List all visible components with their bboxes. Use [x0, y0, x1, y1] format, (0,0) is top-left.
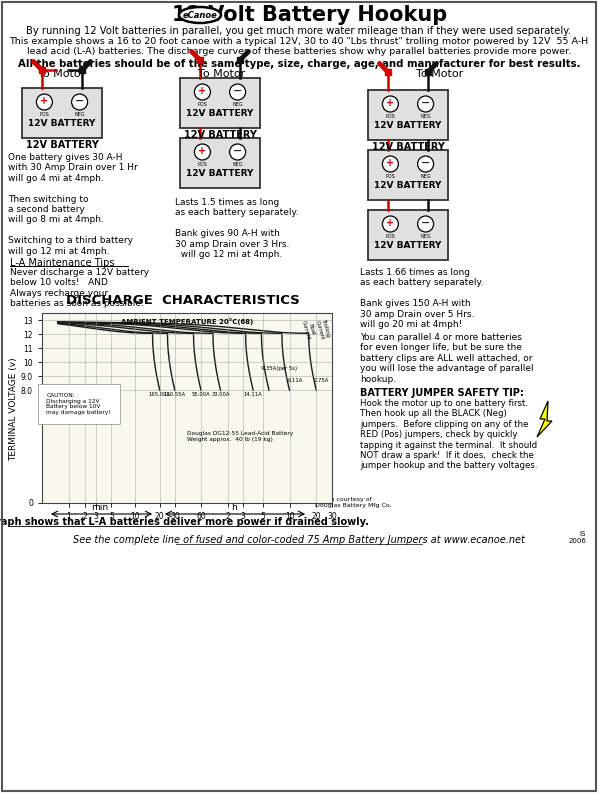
Circle shape [72, 94, 87, 110]
Text: 6.11A: 6.11A [288, 377, 303, 382]
Text: DISCHARGE  CHARACTERISTICS: DISCHARGE CHARACTERISTICS [66, 294, 300, 308]
Text: +: + [386, 98, 395, 108]
Text: −: − [421, 218, 430, 228]
Text: BATTERY JUMPER SAFETY TIP:: BATTERY JUMPER SAFETY TIP: [360, 388, 524, 398]
Circle shape [229, 84, 246, 100]
Text: To Motor: To Motor [198, 69, 246, 79]
Circle shape [382, 96, 398, 112]
Text: +: + [386, 158, 395, 168]
Text: +: + [386, 218, 395, 228]
Text: 12V BATTERY: 12V BATTERY [371, 142, 444, 152]
Text: POS: POS [198, 102, 207, 107]
Circle shape [382, 156, 398, 172]
Ellipse shape [179, 7, 221, 23]
Text: 12V BATTERY: 12V BATTERY [186, 170, 254, 178]
Text: This example shows a 16 to 20 foot canoe with a typical 12V, 30 to 40 "Lbs thrus: This example shows a 16 to 20 foot canoe… [10, 37, 589, 47]
Text: POS: POS [386, 174, 395, 179]
Circle shape [229, 144, 246, 160]
Text: −: − [233, 86, 242, 96]
Text: 12V BATTERY: 12V BATTERY [374, 242, 441, 251]
Text: AMBIENT TEMPERATURE 20°C(68): AMBIENT TEMPERATURE 20°C(68) [121, 318, 253, 324]
Circle shape [418, 156, 434, 172]
FancyBboxPatch shape [368, 210, 448, 260]
Text: −: − [421, 98, 430, 108]
Text: 33.00A: 33.00A [211, 392, 230, 396]
Text: NEG: NEG [232, 162, 243, 167]
Text: See the complete line of fused and color-coded 75 Amp Battery Jumpers at www.eca: See the complete line of fused and color… [73, 535, 525, 545]
Text: All the batteries should be of the same type, size, charge, age, and manufacture: All the batteries should be of the same … [18, 59, 580, 69]
Text: Trolling
Current: Trolling Current [315, 319, 331, 341]
Text: DISCHARGE  TIME: DISCHARGE TIME [126, 493, 244, 507]
Text: TERMINAL VOLTAGE (v): TERMINAL VOLTAGE (v) [10, 357, 19, 461]
Text: min: min [92, 503, 108, 512]
Text: 110.55A: 110.55A [164, 392, 186, 396]
Text: To Motor: To Motor [38, 69, 86, 79]
Text: One battery gives 30 A-H
with 30 Amp Drain over 1 Hr
will go 4 mi at 4mph.

Then: One battery gives 30 A-H with 30 Amp Dra… [8, 153, 138, 255]
Text: 55.00A: 55.00A [192, 392, 210, 396]
Text: 12V BATTERY: 12V BATTERY [28, 120, 96, 128]
Text: NEG: NEG [74, 112, 85, 117]
Circle shape [195, 144, 210, 160]
FancyBboxPatch shape [180, 138, 260, 188]
Text: h: h [231, 503, 237, 512]
Circle shape [418, 96, 434, 112]
Text: You can parallel 4 or more batteries
for even longer life, but be sure the
batte: You can parallel 4 or more batteries for… [360, 333, 534, 384]
Text: +: + [40, 96, 49, 106]
Text: 9.35A(per 5s): 9.35A(per 5s) [261, 366, 297, 371]
Circle shape [195, 84, 210, 100]
Text: To Motor: To Motor [416, 69, 464, 79]
Circle shape [418, 216, 434, 232]
Text: 12V BATTERY: 12V BATTERY [26, 140, 98, 150]
Text: 12V BATTERY: 12V BATTERY [186, 109, 254, 118]
Text: 165.00A: 165.00A [149, 392, 171, 396]
Text: POS: POS [198, 162, 207, 167]
Text: Lasts 1.5 times as long
as each battery separately.

Bank gives 90 A-H with
30 a: Lasts 1.5 times as long as each battery … [175, 198, 298, 259]
Text: POS: POS [386, 114, 395, 119]
Text: +: + [198, 146, 207, 156]
Text: Lasts 1.66 times as long
as each battery separately.

Bank gives 150 A-H with
30: Lasts 1.66 times as long as each battery… [360, 268, 483, 329]
Text: Graph shows that L-A batteries deliver more power if drained slowly.: Graph shows that L-A batteries deliver m… [0, 517, 368, 527]
Text: Graph courtesy of
Douglas Battery Mfg Co.: Graph courtesy of Douglas Battery Mfg Co… [315, 497, 392, 508]
Text: 12 Volt Battery Hookup: 12 Volt Battery Hookup [173, 5, 447, 25]
Text: CAUTION:
Discharging a 12V
Battery below 10V
may damage battery!: CAUTION: Discharging a 12V Battery below… [46, 393, 111, 416]
Polygon shape [537, 401, 552, 437]
Text: NEG: NEG [232, 102, 243, 107]
FancyBboxPatch shape [22, 88, 102, 138]
Circle shape [382, 216, 398, 232]
Text: 12V BATTERY: 12V BATTERY [183, 130, 256, 140]
Text: −: − [233, 146, 242, 156]
Text: 12V BATTERY: 12V BATTERY [374, 182, 441, 190]
Text: NEG: NEG [420, 174, 431, 179]
Text: +: + [198, 86, 207, 96]
Text: NEG: NEG [420, 234, 431, 239]
Text: L-A Maintenance Tips: L-A Maintenance Tips [10, 258, 114, 268]
FancyBboxPatch shape [368, 150, 448, 200]
Text: 14.11A: 14.11A [244, 392, 262, 396]
Text: POS: POS [40, 112, 49, 117]
Text: −: − [75, 96, 84, 106]
Text: eCanoe: eCanoe [183, 10, 217, 20]
Text: 12V BATTERY: 12V BATTERY [374, 121, 441, 131]
Text: −: − [421, 158, 430, 168]
Text: NEG: NEG [420, 114, 431, 119]
Text: Never discharge a 12V battery
below 10 volts!   AND
Always recharge your
batteri: Never discharge a 12V battery below 10 v… [10, 268, 149, 308]
Text: By running 12 Volt batteries in parallel, you get much more water mileage than i: By running 12 Volt batteries in parallel… [26, 26, 571, 36]
Text: lead acid (L-A) batteries. The discharge curves of these batteries show why para: lead acid (L-A) batteries. The discharge… [27, 48, 571, 56]
FancyBboxPatch shape [180, 78, 260, 128]
Text: Douglas DG12-55 Lead-Acid Battery
Weight approx.  40 lb (19 kg): Douglas DG12-55 Lead-Acid Battery Weight… [187, 431, 294, 442]
Text: Boat
Current: Boat Current [301, 319, 316, 341]
Text: IS
2006: IS 2006 [568, 531, 586, 544]
Circle shape [37, 94, 52, 110]
Text: 2.75A: 2.75A [314, 377, 329, 382]
Text: POS: POS [386, 234, 395, 239]
FancyBboxPatch shape [368, 90, 448, 140]
Text: Hook the motor up to one battery first.
Then hook up all the BLACK (Neg)
jumpers: Hook the motor up to one battery first. … [360, 399, 537, 470]
